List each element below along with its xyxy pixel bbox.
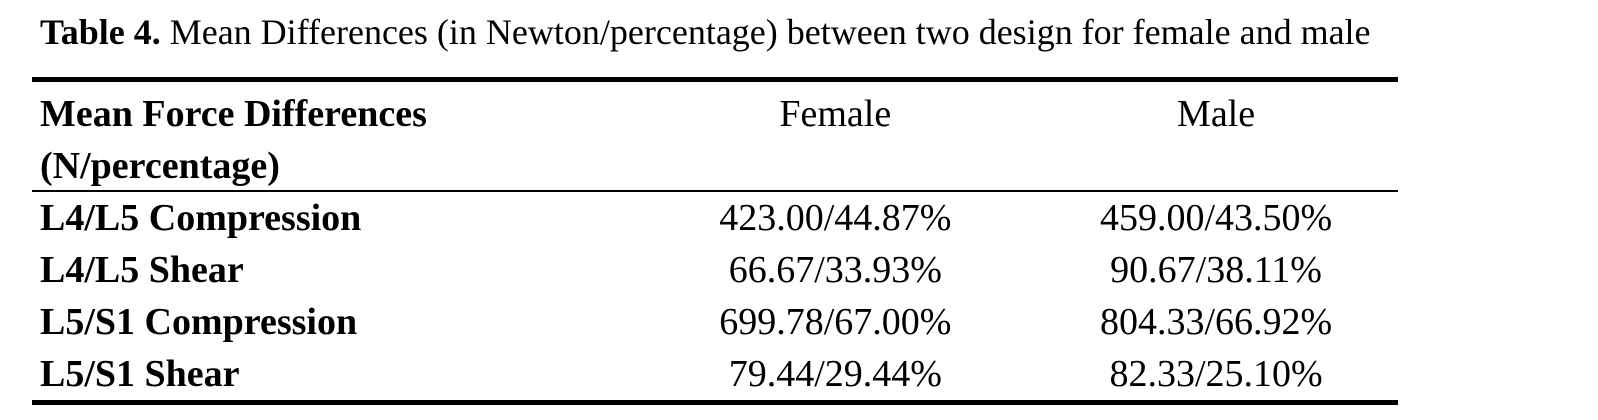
table-row: L5/S1 Shear 79.44/29.44% 82.33/25.10%: [32, 348, 1398, 400]
table-row: L4/L5 Shear 66.67/33.93% 90.67/38.11%: [32, 244, 1398, 296]
row-female-value: 423.00/44.87%: [719, 197, 952, 239]
row-measure: L4/L5 Shear: [40, 249, 244, 291]
table-caption: Table 4. Mean Differences (in Newton/per…: [40, 8, 1590, 56]
table-row: L4/L5 Compression 423.00/44.87% 459.00/4…: [32, 192, 1398, 244]
header-rule: [32, 190, 1398, 192]
row-female-value: 79.44/29.44%: [728, 353, 942, 395]
table-header-row: Mean Force Differences (N/percentage) Fe…: [32, 82, 1398, 190]
row-male-value: 804.33/66.92%: [1099, 301, 1333, 343]
caption-label: Table 4.: [40, 12, 161, 52]
row-female-value: 699.78/67.00%: [719, 301, 952, 343]
row-female-value: 66.67/33.93%: [728, 249, 942, 291]
bottom-rule: [32, 400, 1398, 405]
row-male-value: 459.00/43.50%: [1099, 197, 1333, 239]
row-measure: L5/S1 Shear: [40, 353, 240, 395]
table-body: L4/L5 Compression 423.00/44.87% 459.00/4…: [32, 192, 1398, 400]
row-male-value: 90.67/38.11%: [1110, 249, 1322, 291]
header-male: Male: [1177, 93, 1256, 135]
mean-differences-table: Mean Force Differences (N/percentage) Fe…: [32, 77, 1398, 405]
header-measure-line2: (N/percentage): [40, 145, 280, 187]
row-measure: L4/L5 Compression: [40, 197, 362, 239]
row-male-value: 82.33/25.10%: [1109, 353, 1323, 395]
table-row: L5/S1 Compression 699.78/67.00% 804.33/6…: [32, 296, 1398, 348]
caption-text: Mean Differences (in Newton/percentage) …: [160, 12, 1371, 52]
top-rule: [32, 77, 1398, 82]
header-measure: Mean Force Differences (N/percentage): [32, 82, 636, 190]
row-measure: L5/S1 Compression: [40, 301, 358, 343]
header-measure-line1: Mean Force Differences: [40, 93, 427, 135]
header-female: Female: [779, 93, 892, 135]
